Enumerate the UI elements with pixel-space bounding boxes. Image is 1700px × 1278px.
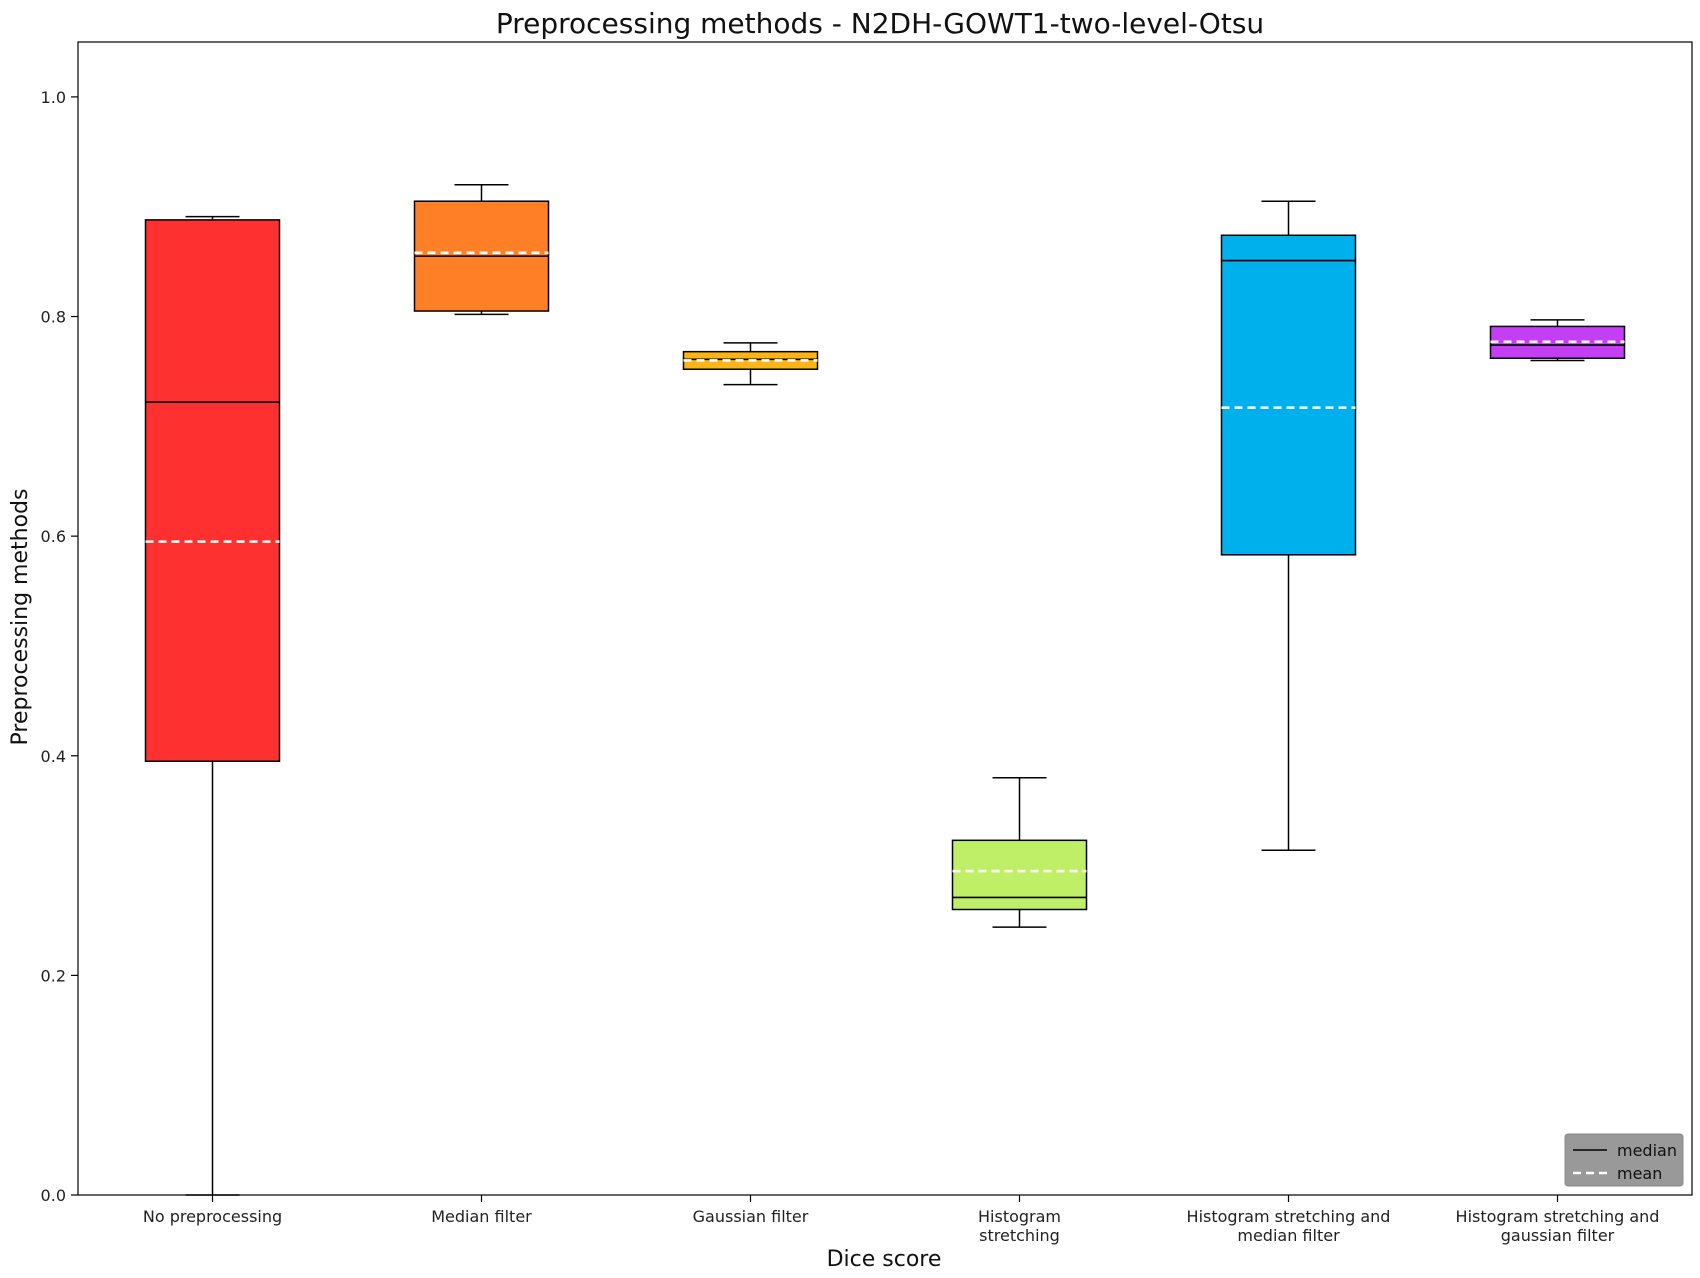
plot-area: 0.0 0.2 0.4 0.6 0.8 1.0 No preprocessing Median…: [41, 41, 1693, 1245]
x-tick-label: Gaussian filter: [693, 1207, 809, 1226]
y-axis-title: Preprocessing methods: [8, 489, 33, 746]
legend-box: [1564, 1133, 1684, 1187]
legend-median-label: median: [1617, 1141, 1677, 1160]
y-tick-label: 0.6: [41, 527, 66, 546]
x-tick-label: Median filter: [431, 1207, 532, 1226]
y-tick-label: 0.0: [41, 1186, 66, 1205]
y-tick-label: 0.2: [41, 966, 66, 985]
category-5-box: [1220, 234, 1357, 556]
x-tick-label: Histogram stretching and: [1187, 1207, 1391, 1226]
x-tick-label: Histogram stretching and: [1456, 1207, 1660, 1226]
y-tick-label: 0.8: [41, 308, 66, 327]
x-tick-label: stretching: [979, 1226, 1060, 1245]
x-tick-label: median filter: [1237, 1226, 1340, 1245]
plot-frame: [77, 41, 1693, 1196]
x-tick-label: No preprocessing: [143, 1207, 282, 1226]
y-tick-label: 1.0: [41, 88, 66, 107]
x-tick-label: Histogram: [978, 1207, 1061, 1226]
y-tick-label: 0.4: [41, 747, 66, 766]
category-4-box: [951, 839, 1088, 911]
chart-title: Preprocessing methods - N2DH-GOWT1-two-l…: [496, 7, 1264, 40]
x-axis-title: Dice score: [827, 1247, 942, 1272]
x-tick-label: gaussian filter: [1501, 1226, 1615, 1245]
legend-mean-label: mean: [1617, 1164, 1662, 1183]
category-1-box: [144, 219, 281, 763]
